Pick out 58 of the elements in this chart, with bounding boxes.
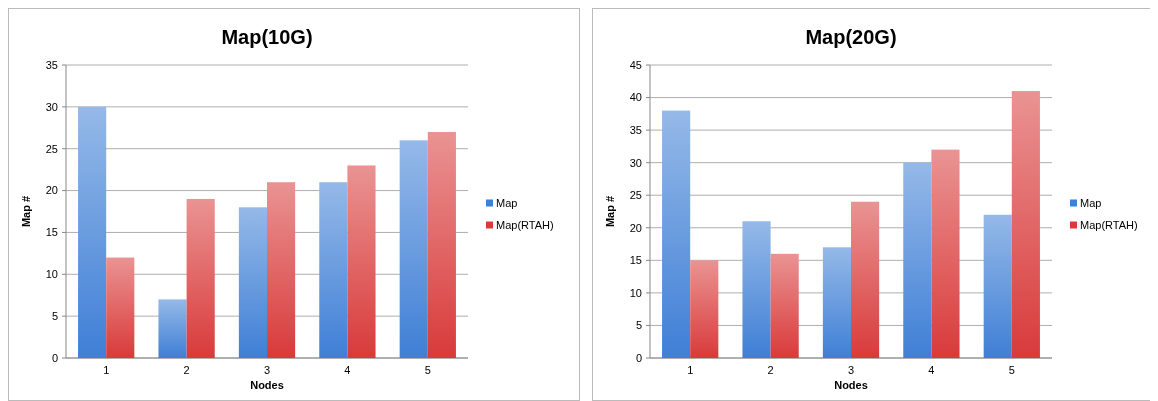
bar: [158, 299, 187, 358]
x-tick-label: 1: [687, 364, 694, 376]
y-tick-label: 0: [51, 351, 58, 364]
x-tick-label: 5: [424, 364, 431, 376]
bar: [319, 182, 348, 358]
y-tick-label: 35: [629, 123, 642, 136]
y-tick-label: 15: [45, 226, 58, 239]
legend-label: Map: [1080, 197, 1102, 210]
x-axis-title: Nodes: [834, 379, 868, 391]
bar: [931, 149, 960, 358]
y-axis-title: Map #: [20, 195, 32, 228]
x-tick-label: 3: [847, 364, 855, 376]
bar: [427, 131, 456, 358]
legend-label: Map: [496, 197, 518, 210]
chart-title: Map(20G): [805, 26, 897, 48]
bar: [78, 106, 107, 358]
bar: [903, 162, 932, 358]
x-axis-title: Nodes: [250, 379, 284, 391]
y-tick-label: 15: [629, 254, 642, 267]
y-tick-label: 35: [45, 58, 58, 71]
bar: [690, 260, 719, 358]
y-tick-label: 20: [629, 221, 642, 234]
x-tick-label: 1: [103, 364, 110, 376]
y-tick-label: 10: [45, 268, 58, 281]
legend-label: Map(RTAH): [1080, 219, 1138, 232]
y-tick-label: 10: [629, 286, 642, 299]
bar: [851, 201, 880, 358]
y-tick-label: 25: [45, 142, 58, 155]
x-tick-label: 4: [928, 364, 935, 376]
bar: [742, 221, 771, 358]
y-tick-label: 25: [629, 189, 642, 202]
y-axis-title: Map #: [604, 195, 616, 228]
bar: [399, 140, 428, 358]
y-tick-label: 5: [635, 319, 642, 332]
bar: [267, 182, 296, 358]
x-tick-label: 2: [767, 364, 774, 376]
bar: [238, 207, 267, 358]
y-tick-label: 30: [629, 156, 642, 169]
y-tick-label: 20: [45, 184, 58, 197]
bar: [770, 253, 799, 358]
x-tick-label: 3: [263, 364, 271, 376]
bar: [347, 165, 376, 358]
y-tick-label: 45: [629, 58, 642, 71]
y-tick-label: 0: [635, 351, 642, 364]
legend-label: Map(RTAH): [496, 219, 554, 232]
bar: [1011, 91, 1040, 358]
bar: [106, 257, 135, 358]
y-tick-label: 40: [629, 91, 642, 104]
chart-title: Map(10G): [221, 26, 313, 48]
x-tick-label: 4: [344, 364, 351, 376]
x-tick-label: 2: [183, 364, 190, 376]
y-tick-label: 5: [51, 309, 58, 322]
y-tick-label: 30: [45, 100, 58, 113]
bar: [983, 214, 1012, 358]
bar: [662, 110, 691, 358]
x-tick-label: 5: [1008, 364, 1015, 376]
bar: [822, 247, 851, 358]
bar: [186, 198, 215, 358]
